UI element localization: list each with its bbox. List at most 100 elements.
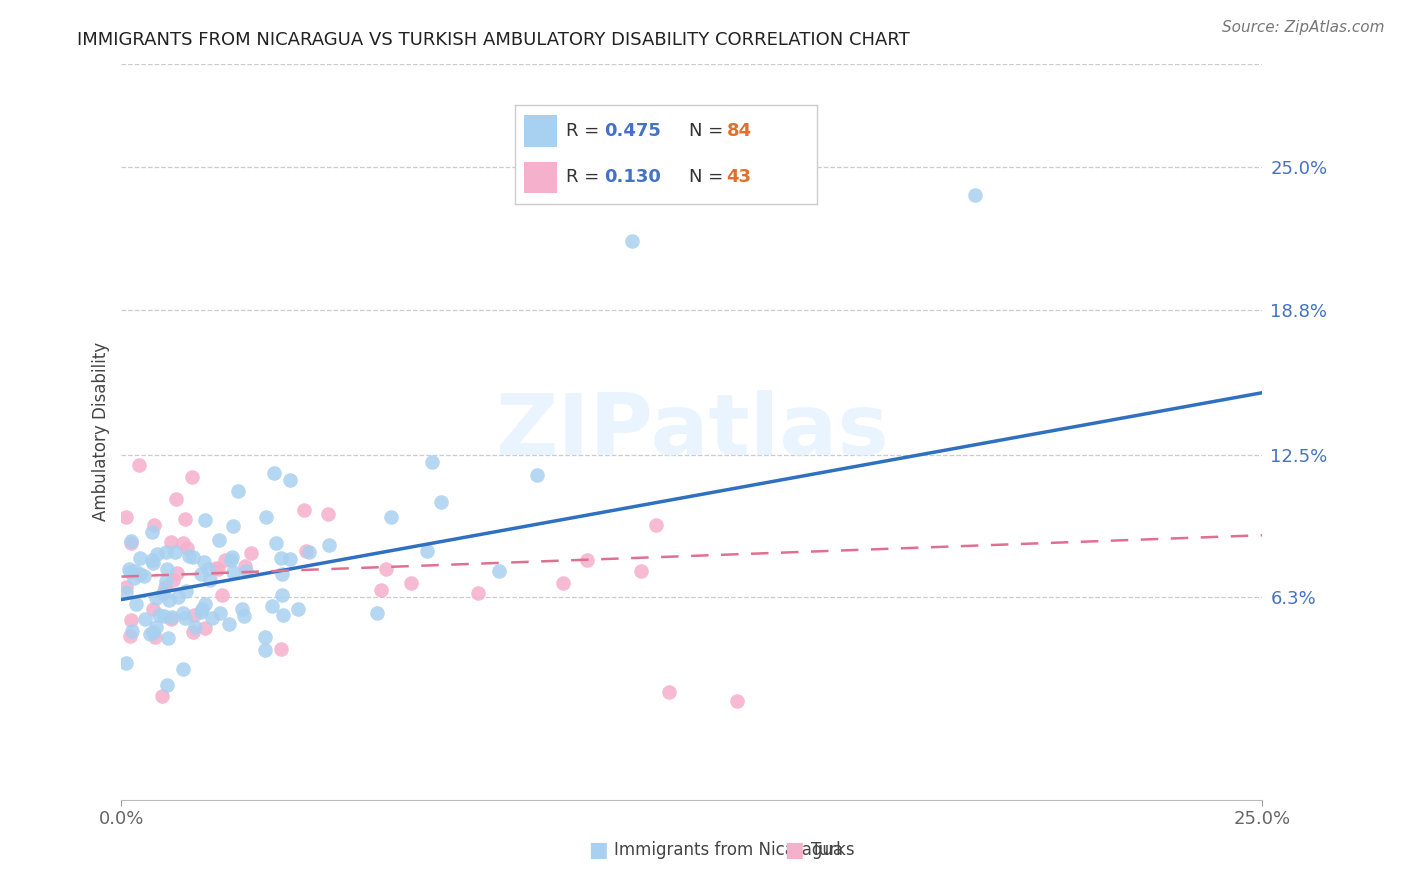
- Point: [222, 518, 245, 533]
- Text: Source: ZipAtlas.com: Source: ZipAtlas.com: [1222, 20, 1385, 35]
- Point: [190, 566, 212, 581]
- Point: [263, 466, 285, 480]
- Point: [181, 469, 204, 483]
- Point: [553, 576, 575, 591]
- Point: [153, 608, 176, 623]
- Point: [658, 684, 681, 698]
- Point: [184, 620, 207, 634]
- Point: [148, 607, 170, 622]
- Point: [194, 621, 217, 635]
- Point: [201, 611, 224, 625]
- Point: [172, 662, 194, 676]
- Point: [254, 643, 277, 657]
- Point: [318, 538, 340, 552]
- Point: [253, 630, 276, 644]
- Point: [208, 533, 231, 548]
- Point: [132, 569, 155, 583]
- Point: [399, 575, 422, 590]
- Point: [725, 694, 748, 708]
- Point: [292, 503, 315, 517]
- Point: [219, 552, 242, 566]
- Point: [278, 551, 301, 566]
- Point: [420, 455, 443, 469]
- Point: [176, 541, 198, 556]
- Point: [125, 597, 148, 611]
- Point: [145, 620, 167, 634]
- Point: [159, 612, 181, 626]
- Point: [270, 642, 292, 657]
- Point: [115, 585, 138, 599]
- Point: [153, 580, 176, 594]
- Point: [222, 566, 245, 580]
- Point: [256, 509, 278, 524]
- Point: [115, 656, 138, 670]
- Point: [271, 607, 294, 622]
- Point: [278, 473, 301, 487]
- Text: ■: ■: [588, 840, 607, 861]
- Point: [630, 564, 652, 578]
- Point: [298, 545, 321, 559]
- Point: [172, 606, 194, 620]
- Point: [128, 458, 150, 473]
- Point: [150, 689, 173, 703]
- Point: [157, 631, 180, 645]
- Point: [165, 491, 187, 506]
- Point: [209, 606, 232, 620]
- Point: [620, 234, 643, 248]
- Point: [207, 562, 229, 576]
- Point: [155, 574, 177, 588]
- Point: [226, 483, 249, 498]
- Point: [416, 544, 439, 558]
- Point: [146, 547, 169, 561]
- Point: [218, 617, 240, 632]
- Point: [141, 525, 163, 540]
- Point: [214, 553, 236, 567]
- Point: [129, 550, 152, 565]
- Point: [429, 494, 451, 508]
- Point: [128, 566, 150, 581]
- Point: [120, 533, 142, 548]
- Point: [121, 624, 143, 638]
- Point: [160, 534, 183, 549]
- Point: [143, 630, 166, 644]
- Point: [152, 586, 174, 600]
- Point: [221, 549, 243, 564]
- Point: [155, 545, 177, 559]
- Point: [194, 513, 217, 527]
- Point: [122, 571, 145, 585]
- Point: [198, 573, 221, 587]
- Point: [374, 562, 396, 576]
- Point: [124, 564, 146, 578]
- Point: [167, 590, 190, 604]
- Point: [287, 602, 309, 616]
- Point: [380, 510, 402, 524]
- Point: [118, 562, 141, 576]
- Y-axis label: Ambulatory Disability: Ambulatory Disability: [93, 343, 110, 521]
- Point: [231, 602, 253, 616]
- Point: [174, 611, 197, 625]
- Point: [142, 556, 165, 570]
- Point: [262, 599, 284, 613]
- Point: [264, 536, 287, 550]
- Point: [271, 566, 294, 581]
- Point: [183, 624, 205, 639]
- Point: [316, 508, 339, 522]
- Point: [142, 625, 165, 640]
- Point: [295, 544, 318, 558]
- Point: [197, 562, 219, 576]
- Point: [183, 607, 205, 622]
- Point: [120, 536, 142, 550]
- Point: [576, 553, 599, 567]
- Point: [139, 627, 162, 641]
- Point: [143, 518, 166, 533]
- Point: [156, 562, 179, 576]
- Point: [157, 592, 180, 607]
- Point: [526, 467, 548, 482]
- Point: [194, 597, 217, 611]
- Point: [205, 560, 228, 574]
- Point: [120, 566, 142, 580]
- Point: [191, 602, 214, 616]
- Point: [166, 566, 188, 580]
- Point: [271, 588, 294, 602]
- Point: [120, 614, 142, 628]
